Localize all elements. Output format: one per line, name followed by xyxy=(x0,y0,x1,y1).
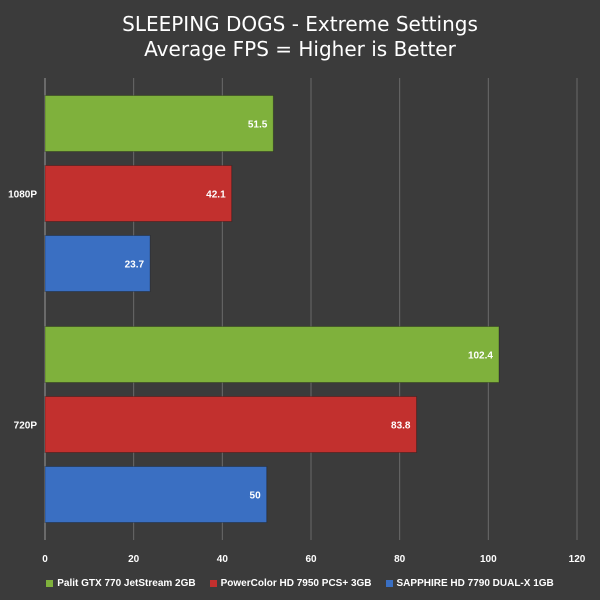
legend-swatch-powercolor xyxy=(209,580,217,587)
legend-label-sapphire: SAPPHIRE HD 7790 DUAL-X 1GB xyxy=(396,578,554,589)
legend-swatch-sapphire xyxy=(385,580,393,587)
bar xyxy=(44,165,233,222)
chart-subtitle: Average FPS = Higher is Better xyxy=(144,37,456,61)
bar xyxy=(44,235,151,292)
bar-value-label: 83.8 xyxy=(391,421,411,432)
x-tick-label: 80 xyxy=(394,554,406,565)
x-tick-label: 60 xyxy=(305,554,317,565)
legend-label-powercolor: PowerColor HD 7950 PCS+ 3GB xyxy=(220,578,372,589)
chart-title: SLEEPING DOGS - Extreme Settings xyxy=(122,12,478,36)
bar-value-label: 42.1 xyxy=(206,190,226,201)
legend-item-sapphire: SAPPHIRE HD 7790 DUAL-X 1GB xyxy=(385,578,554,589)
x-tick-label: 0 xyxy=(42,554,48,565)
legend-swatch-palit xyxy=(46,580,54,587)
legend-item-powercolor: PowerColor HD 7950 PCS+ 3GB xyxy=(209,578,372,589)
legend-item-palit: Palit GTX 770 JetStream 2GB xyxy=(46,578,196,589)
category-label: 720P xyxy=(14,421,38,432)
chart-legend: Palit GTX 770 JetStream 2GB PowerColor H… xyxy=(0,578,600,589)
bar-value-label: 102.4 xyxy=(468,351,493,362)
x-tick-label: 20 xyxy=(128,554,140,565)
bar xyxy=(44,326,500,383)
x-tick-label: 100 xyxy=(480,554,497,565)
bar-value-label: 51.5 xyxy=(248,120,268,131)
bar xyxy=(44,396,418,453)
legend-label-palit: Palit GTX 770 JetStream 2GB xyxy=(57,578,196,589)
bar-value-label: 50 xyxy=(250,491,262,502)
bar xyxy=(44,466,268,523)
bar-value-label: 23.7 xyxy=(125,260,145,271)
bar xyxy=(44,95,274,152)
x-tick-label: 120 xyxy=(569,554,586,565)
x-tick-label: 40 xyxy=(217,554,229,565)
category-label: 1080P xyxy=(8,190,37,201)
